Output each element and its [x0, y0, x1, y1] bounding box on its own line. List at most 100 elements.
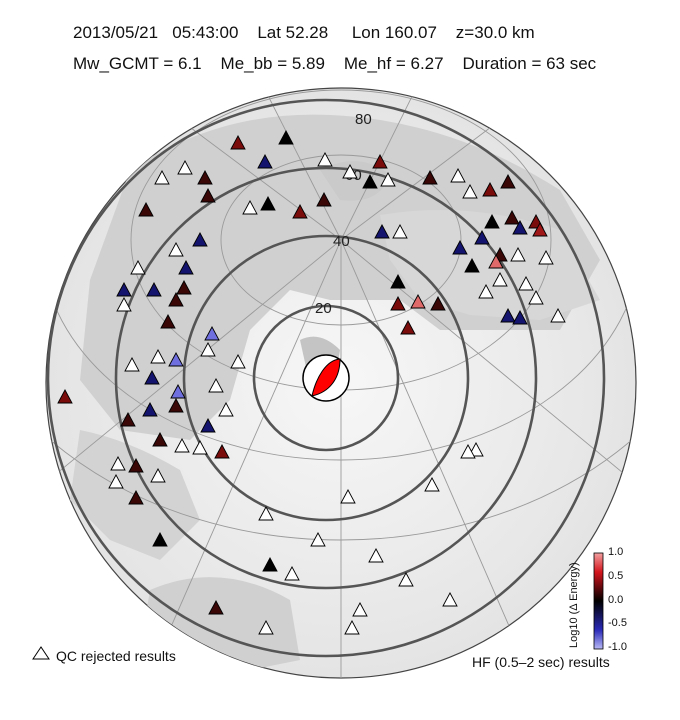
station-triangle: [57, 389, 73, 404]
station-triangle: [512, 220, 528, 235]
station-triangle: [398, 572, 414, 587]
station-triangle: [528, 290, 544, 305]
station-triangle: [177, 160, 193, 175]
colorbar-tick-5: -1.0: [608, 641, 627, 653]
station-triangle: [116, 297, 132, 312]
station-triangle: [262, 557, 278, 572]
colorbar-tick-4: -0.5: [608, 617, 627, 629]
station-triangle: [310, 532, 326, 547]
station-triangle: [400, 320, 416, 335]
station-triangle: [150, 349, 166, 364]
station-triangle: [176, 280, 192, 295]
station-triangle: [174, 438, 190, 453]
station-triangle: [214, 444, 230, 459]
station-triangle: [362, 174, 378, 189]
station-triangle: [168, 398, 184, 413]
station-triangle: [230, 354, 246, 369]
station-triangle: [208, 378, 224, 393]
station-triangle: [317, 152, 333, 167]
station-triangle: [392, 224, 408, 239]
station-triangle: [316, 192, 332, 207]
station-triangle: [452, 240, 468, 255]
station-triangle: [204, 326, 220, 341]
station-triangle: [178, 260, 194, 275]
station-triangle: [512, 310, 528, 325]
focal-mechanism-beachball: [302, 354, 350, 402]
station-triangle: [424, 477, 440, 492]
station-triangle: [342, 164, 358, 179]
stations-layer: [57, 130, 566, 635]
station-triangle: [352, 602, 368, 617]
station-triangle: [116, 282, 132, 297]
station-triangle: [218, 402, 234, 417]
station-triangle: [152, 432, 168, 447]
station-triangle: [192, 440, 208, 455]
station-triangle: [142, 402, 158, 417]
station-triangle: [257, 154, 273, 169]
station-triangle: [192, 232, 208, 247]
distance-rings: [46, 98, 606, 658]
station-triangle: [120, 412, 136, 427]
ring-label-40: 40: [333, 233, 350, 250]
station-triangle: [474, 230, 490, 245]
station-triangle: [200, 418, 216, 433]
station-triangle: [170, 384, 186, 399]
station-triangle: [124, 357, 140, 372]
ring-80: [46, 98, 606, 658]
station-triangle: [154, 170, 170, 185]
station-triangle: [278, 130, 294, 145]
station-triangle: [464, 258, 480, 273]
station-triangle: [390, 274, 406, 289]
ring-40: [182, 234, 470, 522]
station-triangle: [242, 200, 258, 215]
station-triangle: [374, 224, 390, 239]
station-triangle: [500, 308, 516, 323]
station-triangle: [380, 172, 396, 187]
station-triangle: [168, 242, 184, 257]
station-triangle: [550, 308, 566, 323]
qc-legend-label: QC rejected results: [56, 648, 176, 664]
station-triangle: [460, 444, 476, 459]
station-triangle: [488, 254, 504, 269]
station-triangle: [258, 620, 274, 635]
event-header-line1: 2013/05/21 05:43:00 Lat 52.28 Lon 160.07…: [73, 23, 535, 42]
station-triangle: [150, 468, 166, 483]
station-triangle: [230, 135, 246, 150]
station-triangle: [422, 170, 438, 185]
station-triangle: [450, 168, 466, 183]
colorbar-title: Log10 (Δ Energy): [568, 562, 580, 648]
station-triangle: [492, 272, 508, 287]
station-triangle: [344, 620, 360, 635]
colorbar-tick-3: 0.0: [608, 594, 624, 606]
ring-60: [114, 166, 538, 590]
station-triangle: [532, 222, 548, 237]
colorbar-tick-2: 0.5: [608, 570, 624, 582]
station-triangle: [144, 370, 160, 385]
station-triangle: [442, 592, 458, 607]
station-triangle: [284, 566, 300, 581]
station-triangle: [128, 458, 144, 473]
station-triangle: [484, 214, 500, 229]
station-triangle: [368, 548, 384, 563]
station-triangle: [260, 196, 276, 211]
station-triangle: [500, 174, 516, 189]
station-triangle: [168, 352, 184, 367]
colorbar: [593, 552, 604, 650]
station-triangle: [340, 489, 356, 504]
station-triangle: [108, 474, 124, 489]
station-triangle: [168, 292, 184, 307]
station-triangle: [200, 188, 216, 203]
ring-label-20: 20: [315, 300, 332, 317]
station-triangle: [138, 202, 154, 217]
station-triangle: [200, 342, 216, 357]
station-triangle: [538, 250, 554, 265]
station-triangle: [482, 182, 498, 197]
hf-legend-label: HF (0.5–2 sec) results: [472, 654, 610, 670]
station-triangle: [146, 282, 162, 297]
event-header-line2: Mw_GCMT = 6.1 Me_bb = 5.89 Me_hf = 6.27 …: [73, 54, 597, 73]
station-triangle: [372, 154, 388, 169]
station-triangle: [510, 247, 526, 262]
station-triangle: [152, 532, 168, 547]
station-triangle: [197, 170, 213, 185]
